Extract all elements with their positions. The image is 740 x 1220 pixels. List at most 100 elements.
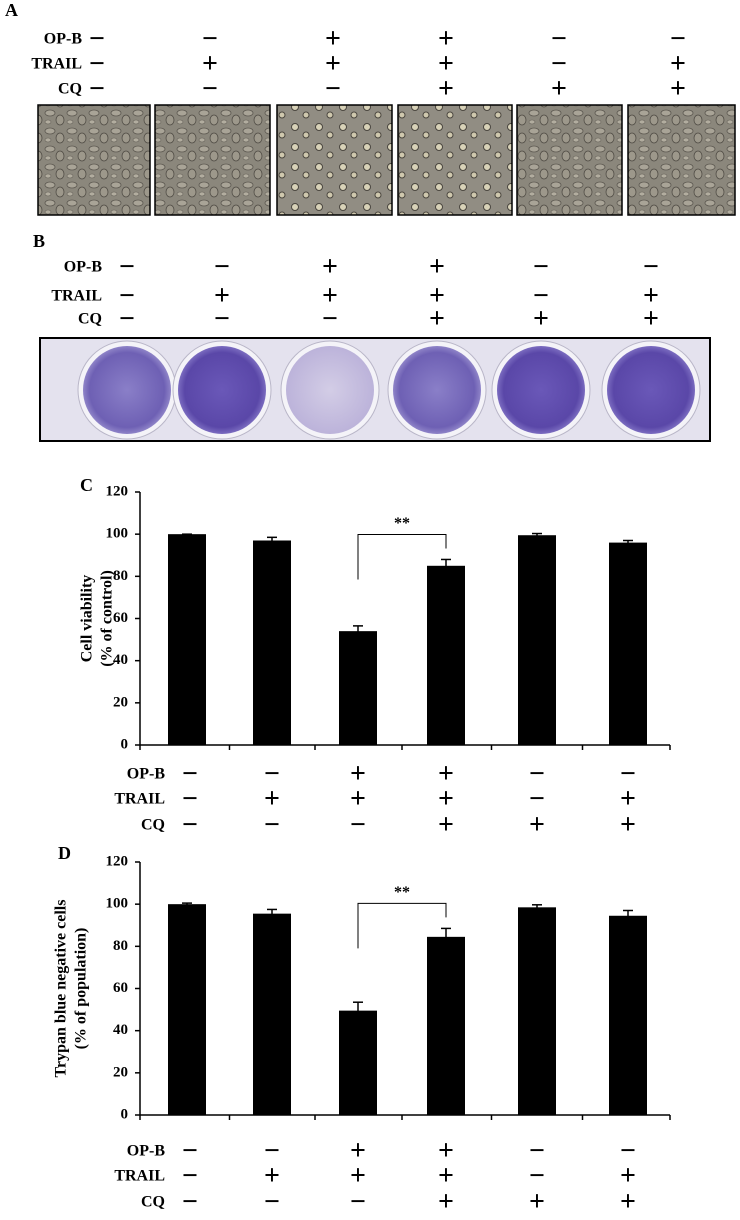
treatment-sign: + xyxy=(350,783,366,814)
treatment-sign: − xyxy=(643,251,659,282)
panel-label: C xyxy=(80,475,93,495)
well xyxy=(286,346,374,434)
treatment-sign: + xyxy=(322,280,338,311)
bar xyxy=(253,540,291,745)
treatment-sign: − xyxy=(529,1135,545,1166)
treatment-sign: − xyxy=(325,73,341,104)
treatment-sign: + xyxy=(620,783,636,814)
treatment-sign: − xyxy=(533,280,549,311)
y-tick-label: 20 xyxy=(113,1064,128,1080)
y-axis-label: Cell viability xyxy=(79,575,96,663)
treatment-sign: + xyxy=(529,809,545,840)
treatment-sign: + xyxy=(670,48,686,79)
treatment-sign: − xyxy=(529,1160,545,1191)
y-tick-label: 80 xyxy=(113,938,128,954)
bar xyxy=(339,631,377,745)
treatment-label: TRAIL xyxy=(114,1168,165,1185)
y-axis-label: (% of population) xyxy=(73,928,90,1050)
well xyxy=(83,346,171,434)
treatment-sign: + xyxy=(643,303,659,334)
treatment-sign: + xyxy=(350,1160,366,1191)
treatment-sign: + xyxy=(438,73,454,104)
y-tick-label: 0 xyxy=(121,736,129,752)
treatment-sign: − xyxy=(264,758,280,789)
well xyxy=(607,346,695,434)
treatment-sign: + xyxy=(429,251,445,282)
treatment-sign: − xyxy=(182,758,198,789)
y-axis-label: (% of control) xyxy=(99,570,116,667)
treatment-sign: − xyxy=(119,251,135,282)
bar xyxy=(168,904,206,1115)
y-tick-label: 20 xyxy=(113,694,128,710)
treatment-sign: + xyxy=(214,280,230,311)
treatment-label: OP-B xyxy=(64,259,103,276)
significance-bracket xyxy=(357,902,447,949)
treatment-label: OP-B xyxy=(44,31,83,48)
treatment-sign: + xyxy=(429,303,445,334)
treatment-sign: − xyxy=(214,251,230,282)
treatment-label: OP-B xyxy=(127,1143,166,1160)
y-tick-label: 0 xyxy=(121,1106,129,1122)
y-tick-label: 60 xyxy=(113,610,128,626)
treatment-sign: − xyxy=(670,23,686,54)
well xyxy=(178,346,266,434)
panel-label: A xyxy=(5,0,18,20)
treatment-sign: + xyxy=(438,23,454,54)
treatment-sign: + xyxy=(670,73,686,104)
bar xyxy=(427,936,465,1115)
treatment-sign: − xyxy=(350,809,366,840)
treatment-sign: + xyxy=(620,1186,636,1217)
treatment-label: TRAIL xyxy=(114,791,165,808)
treatment-label: CQ xyxy=(141,1194,165,1211)
treatment-sign: + xyxy=(438,48,454,79)
treatment-sign: − xyxy=(119,303,135,334)
y-tick-label: 60 xyxy=(113,980,128,996)
well xyxy=(393,346,481,434)
treatment-sign: − xyxy=(182,1135,198,1166)
y-tick-label: 120 xyxy=(106,483,129,499)
treatment-sign: + xyxy=(533,303,549,334)
treatment-sign: − xyxy=(264,1135,280,1166)
significance-label: ** xyxy=(394,515,410,532)
significance-bracket xyxy=(357,533,447,580)
bar xyxy=(427,565,465,745)
treatment-sign: + xyxy=(264,1160,280,1191)
bar xyxy=(253,913,291,1115)
treatment-sign: − xyxy=(620,758,636,789)
bar xyxy=(339,1010,377,1115)
treatment-sign: − xyxy=(529,783,545,814)
treatment-label: CQ xyxy=(78,311,102,328)
micrograph xyxy=(516,104,623,216)
treatment-sign: + xyxy=(620,809,636,840)
treatment-sign: − xyxy=(551,23,567,54)
y-tick-label: 120 xyxy=(106,853,129,869)
bar xyxy=(518,535,556,745)
treatment-sign: − xyxy=(350,1186,366,1217)
treatment-sign: − xyxy=(182,1160,198,1191)
micrograph xyxy=(37,104,151,216)
treatment-label: CQ xyxy=(58,81,82,98)
y-tick-label: 100 xyxy=(106,526,129,542)
treatment-label: CQ xyxy=(141,817,165,834)
micrograph xyxy=(397,104,513,216)
micrograph xyxy=(276,104,393,216)
bar xyxy=(609,542,647,745)
well xyxy=(497,346,585,434)
treatment-sign: − xyxy=(89,23,105,54)
treatment-sign: − xyxy=(551,48,567,79)
y-tick-label: 40 xyxy=(113,1022,128,1038)
treatment-sign: + xyxy=(438,809,454,840)
treatment-sign: − xyxy=(533,251,549,282)
treatment-sign: + xyxy=(529,1186,545,1217)
treatment-sign: − xyxy=(182,783,198,814)
treatment-sign: − xyxy=(89,73,105,104)
treatment-sign: + xyxy=(438,1160,454,1191)
panel-label: D xyxy=(58,843,71,863)
treatment-sign: + xyxy=(264,783,280,814)
treatment-sign: − xyxy=(264,809,280,840)
micrograph xyxy=(154,104,271,216)
treatment-sign: + xyxy=(350,758,366,789)
bar xyxy=(609,915,647,1115)
treatment-sign: + xyxy=(350,1135,366,1166)
